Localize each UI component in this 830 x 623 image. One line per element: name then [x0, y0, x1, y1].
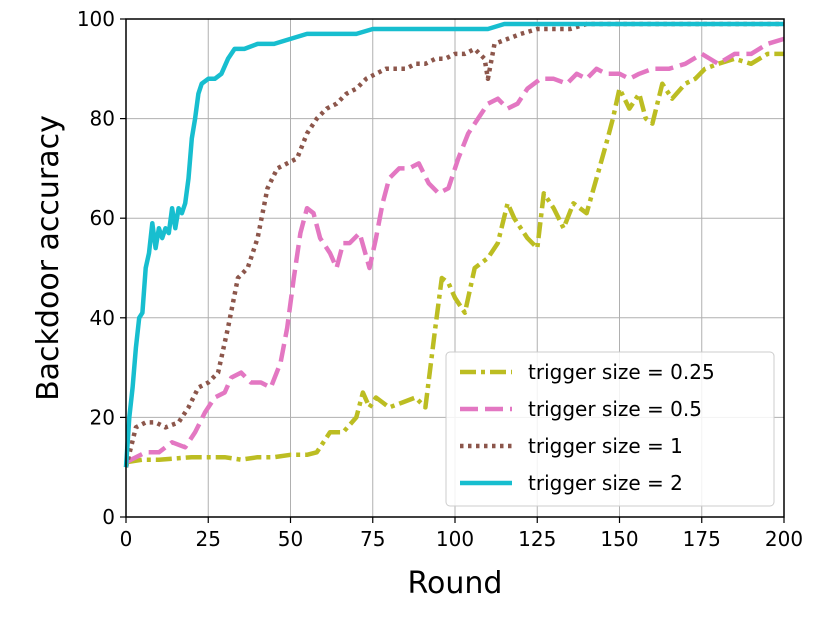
x-axis-label: Round: [408, 566, 503, 601]
x-tick-label: 200: [765, 527, 803, 551]
series-line-1: [125, 51, 784, 465]
y-tick-label: 60: [90, 206, 115, 230]
x-tick-label: 175: [683, 527, 721, 551]
y-tick-label: 100: [77, 7, 115, 31]
legend-label-4: trigger size = 2: [528, 471, 683, 495]
legend-label-1: trigger size = 0.25: [528, 360, 715, 384]
x-tick-label: 100: [436, 527, 474, 551]
y-tick-label: 40: [90, 306, 115, 330]
series-line-4: [123, 21, 784, 468]
axis-ticks: 0 25 50 75 100 125 150 175 200 0 20 40 60 80 100: [77, 7, 803, 551]
x-tick-label: 50: [278, 527, 303, 551]
series-line-2: [124, 36, 785, 465]
y-tick-label: 80: [90, 107, 115, 131]
grid-lines: [125, 18, 785, 518]
y-axis-label: Backdoor accuracy: [31, 115, 66, 401]
legend-label-3: trigger size = 1: [528, 434, 683, 458]
x-tick-label: 125: [518, 527, 556, 551]
y-tick-label: 20: [90, 405, 115, 429]
legend: trigger size = 0.25 trigger size = 0.5 tri…: [445, 351, 775, 507]
x-tick-label: 25: [196, 527, 221, 551]
legend-box: [445, 351, 775, 507]
legend-label-2: trigger size = 0.5: [528, 397, 702, 421]
x-tick-label: 75: [360, 527, 385, 551]
plot-lines: [123, 21, 785, 468]
x-tick-label: 0: [120, 527, 133, 551]
x-tick-label: 150: [600, 527, 638, 551]
y-tick-label: 0: [102, 505, 115, 529]
